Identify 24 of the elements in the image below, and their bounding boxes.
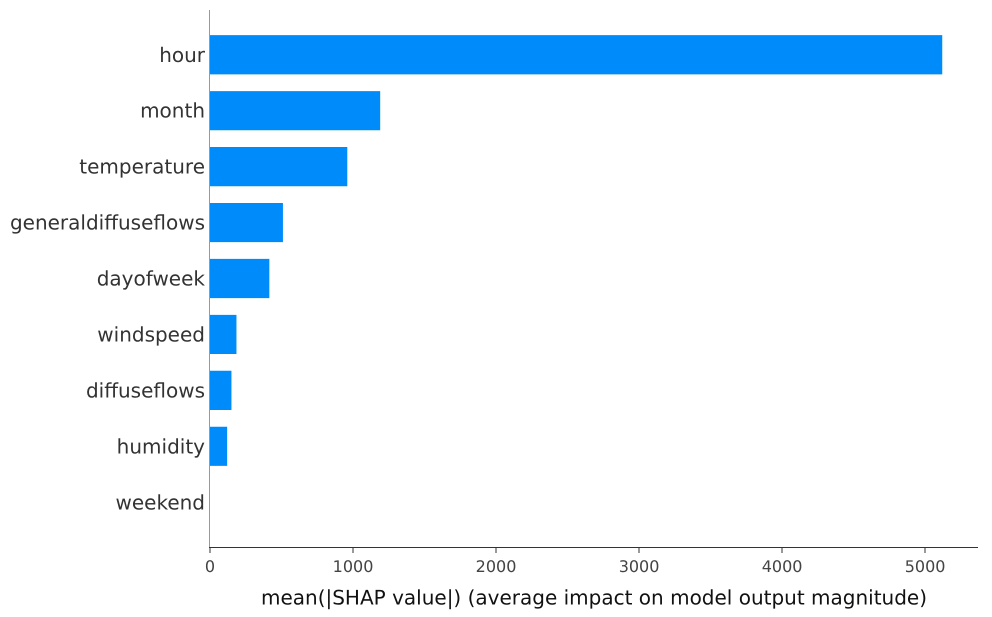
y-tick-label: hour	[159, 42, 206, 67]
y-tick-label: diffuseflows	[86, 378, 205, 402]
bar	[210, 258, 270, 298]
x-tick-label: 0	[204, 557, 216, 576]
y-tick-label: generaldiffuseflows	[10, 210, 205, 235]
x-axis-title: mean(|SHAP value|) (average impact on model output magnitude)	[260, 586, 928, 610]
bar	[210, 202, 283, 242]
x-tick-label: 5000	[904, 557, 946, 576]
y-tick-label: dayofweek	[96, 266, 206, 290]
bar	[210, 35, 942, 74]
y-tick-label: weekend	[115, 490, 205, 514]
y-tick-label: temperature	[79, 154, 205, 179]
bar	[210, 91, 380, 130]
x-tick-label: 4000	[762, 557, 802, 576]
bar	[210, 370, 232, 410]
bar	[210, 314, 236, 354]
x-tick-label: 1000	[332, 557, 374, 576]
bar	[210, 426, 228, 466]
x-tick-label: 3000	[618, 557, 660, 576]
y-tick-label: month	[140, 98, 205, 123]
y-tick-label: windspeed	[97, 322, 205, 346]
y-tick-label: humidity	[116, 434, 206, 458]
x-tick-label: 2000	[476, 557, 516, 576]
bar	[210, 147, 348, 186]
